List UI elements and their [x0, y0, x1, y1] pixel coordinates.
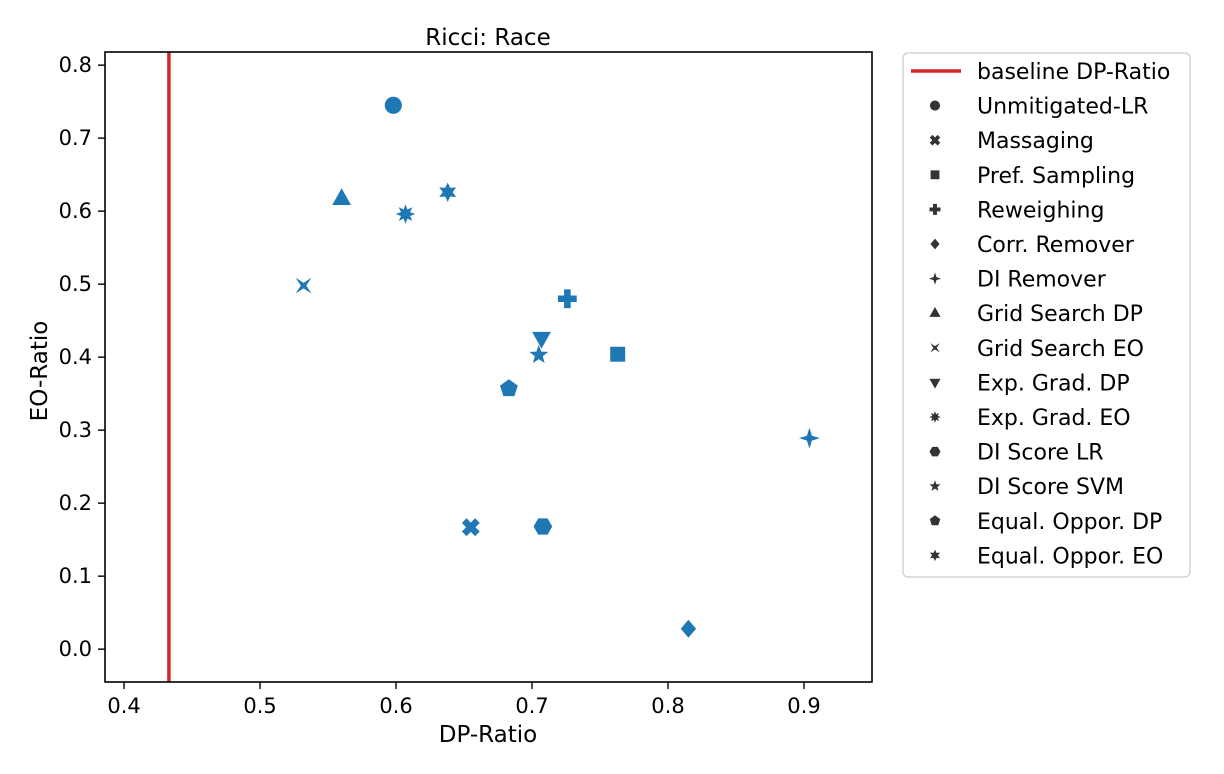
legend-label: DI Score SVM [977, 475, 1124, 500]
legend-label: Unmitigated-LR [977, 95, 1148, 120]
point-pref-sampling [610, 346, 626, 362]
legend-marker [929, 411, 941, 423]
legend-label: baseline DP-Ratio [977, 60, 1170, 85]
legend-label: Exp. Grad. EO [977, 406, 1131, 431]
legend-label: DI Score LR [977, 441, 1104, 466]
point-corr-remover [680, 619, 697, 638]
legend-label: Equal. Oppor. DP [977, 510, 1162, 535]
point-massaging [461, 518, 480, 537]
legend-marker [929, 134, 941, 146]
legend-label: Massaging [977, 129, 1094, 154]
x-tick-label: 0.4 [107, 694, 140, 718]
legend-frame [902, 52, 1191, 578]
x-tick-label: 0.6 [379, 694, 412, 718]
legend-label: DI Remover [977, 268, 1107, 293]
x-tick-label: 0.9 [787, 694, 820, 718]
point-grid-search-eo [295, 277, 312, 294]
legend-marker [929, 446, 941, 457]
point-reweighing [558, 289, 577, 309]
x-tick-label: 0.8 [651, 694, 684, 718]
point-di-remover [798, 427, 820, 449]
y-tick-label: 0.8 [59, 53, 92, 77]
legend-marker [929, 378, 941, 389]
y-tick-label: 0.1 [59, 564, 92, 588]
points-layer [295, 96, 820, 638]
legend-label: Corr. Remover [977, 233, 1135, 258]
legend-marker [929, 307, 941, 317]
legend-marker [929, 100, 941, 111]
point-exp-grad-dp [532, 331, 551, 349]
point-unmitigated-lr [384, 96, 402, 114]
plot-frame [104, 51, 873, 683]
legend: baseline DP-Ratio Unmitigated-LR Massaging… [902, 52, 1191, 578]
y-ticks: 0.0 0.1 0.2 0.3 0.4 0.5 0.6 0.7 0.8 [59, 53, 105, 661]
legend-label: Grid Search DP [977, 302, 1143, 327]
legend-label: Equal. Oppor. EO [977, 544, 1163, 569]
legend-marker [929, 203, 941, 215]
legend-marker [929, 515, 941, 526]
legend-marker [930, 343, 940, 353]
point-equal-oppor-eo [439, 182, 457, 202]
x-tick-label: 0.5 [243, 694, 276, 718]
legend-label: Pref. Sampling [977, 164, 1135, 189]
legend-marker [928, 272, 942, 285]
legend-marker [930, 238, 940, 250]
chart-title: Ricci: Race [425, 25, 550, 51]
point-grid-search-dp [332, 188, 352, 206]
legend-marker [929, 480, 941, 491]
y-tick-label: 0.0 [59, 637, 92, 661]
legend-marker [930, 170, 940, 180]
x-ticks: 0.4 0.5 0.6 0.7 0.8 0.9 [107, 682, 821, 718]
x-axis-label: DP-Ratio [439, 722, 537, 748]
legend-marker [930, 549, 940, 562]
legend-label: Grid Search EO [977, 337, 1144, 362]
y-axis-label: EO-Ratio [27, 321, 53, 422]
y-tick-label: 0.3 [59, 418, 92, 442]
x-tick-label: 0.7 [515, 694, 548, 718]
y-tick-label: 0.4 [59, 345, 92, 369]
point-equal-oppor-dp [500, 379, 518, 397]
y-tick-label: 0.5 [59, 272, 92, 296]
point-di-score-svm [529, 345, 549, 363]
legend-label: Exp. Grad. DP [977, 371, 1130, 396]
point-exp-grad-eo [395, 204, 416, 224]
legend-items: baseline DP-Ratio Unmitigated-LR Massaging… [911, 60, 1170, 569]
y-tick-label: 0.7 [59, 126, 92, 150]
y-tick-label: 0.2 [59, 491, 92, 515]
legend-label: Reweighing [977, 198, 1104, 223]
y-tick-label: 0.6 [59, 199, 92, 223]
point-di-score-lr [533, 518, 553, 535]
